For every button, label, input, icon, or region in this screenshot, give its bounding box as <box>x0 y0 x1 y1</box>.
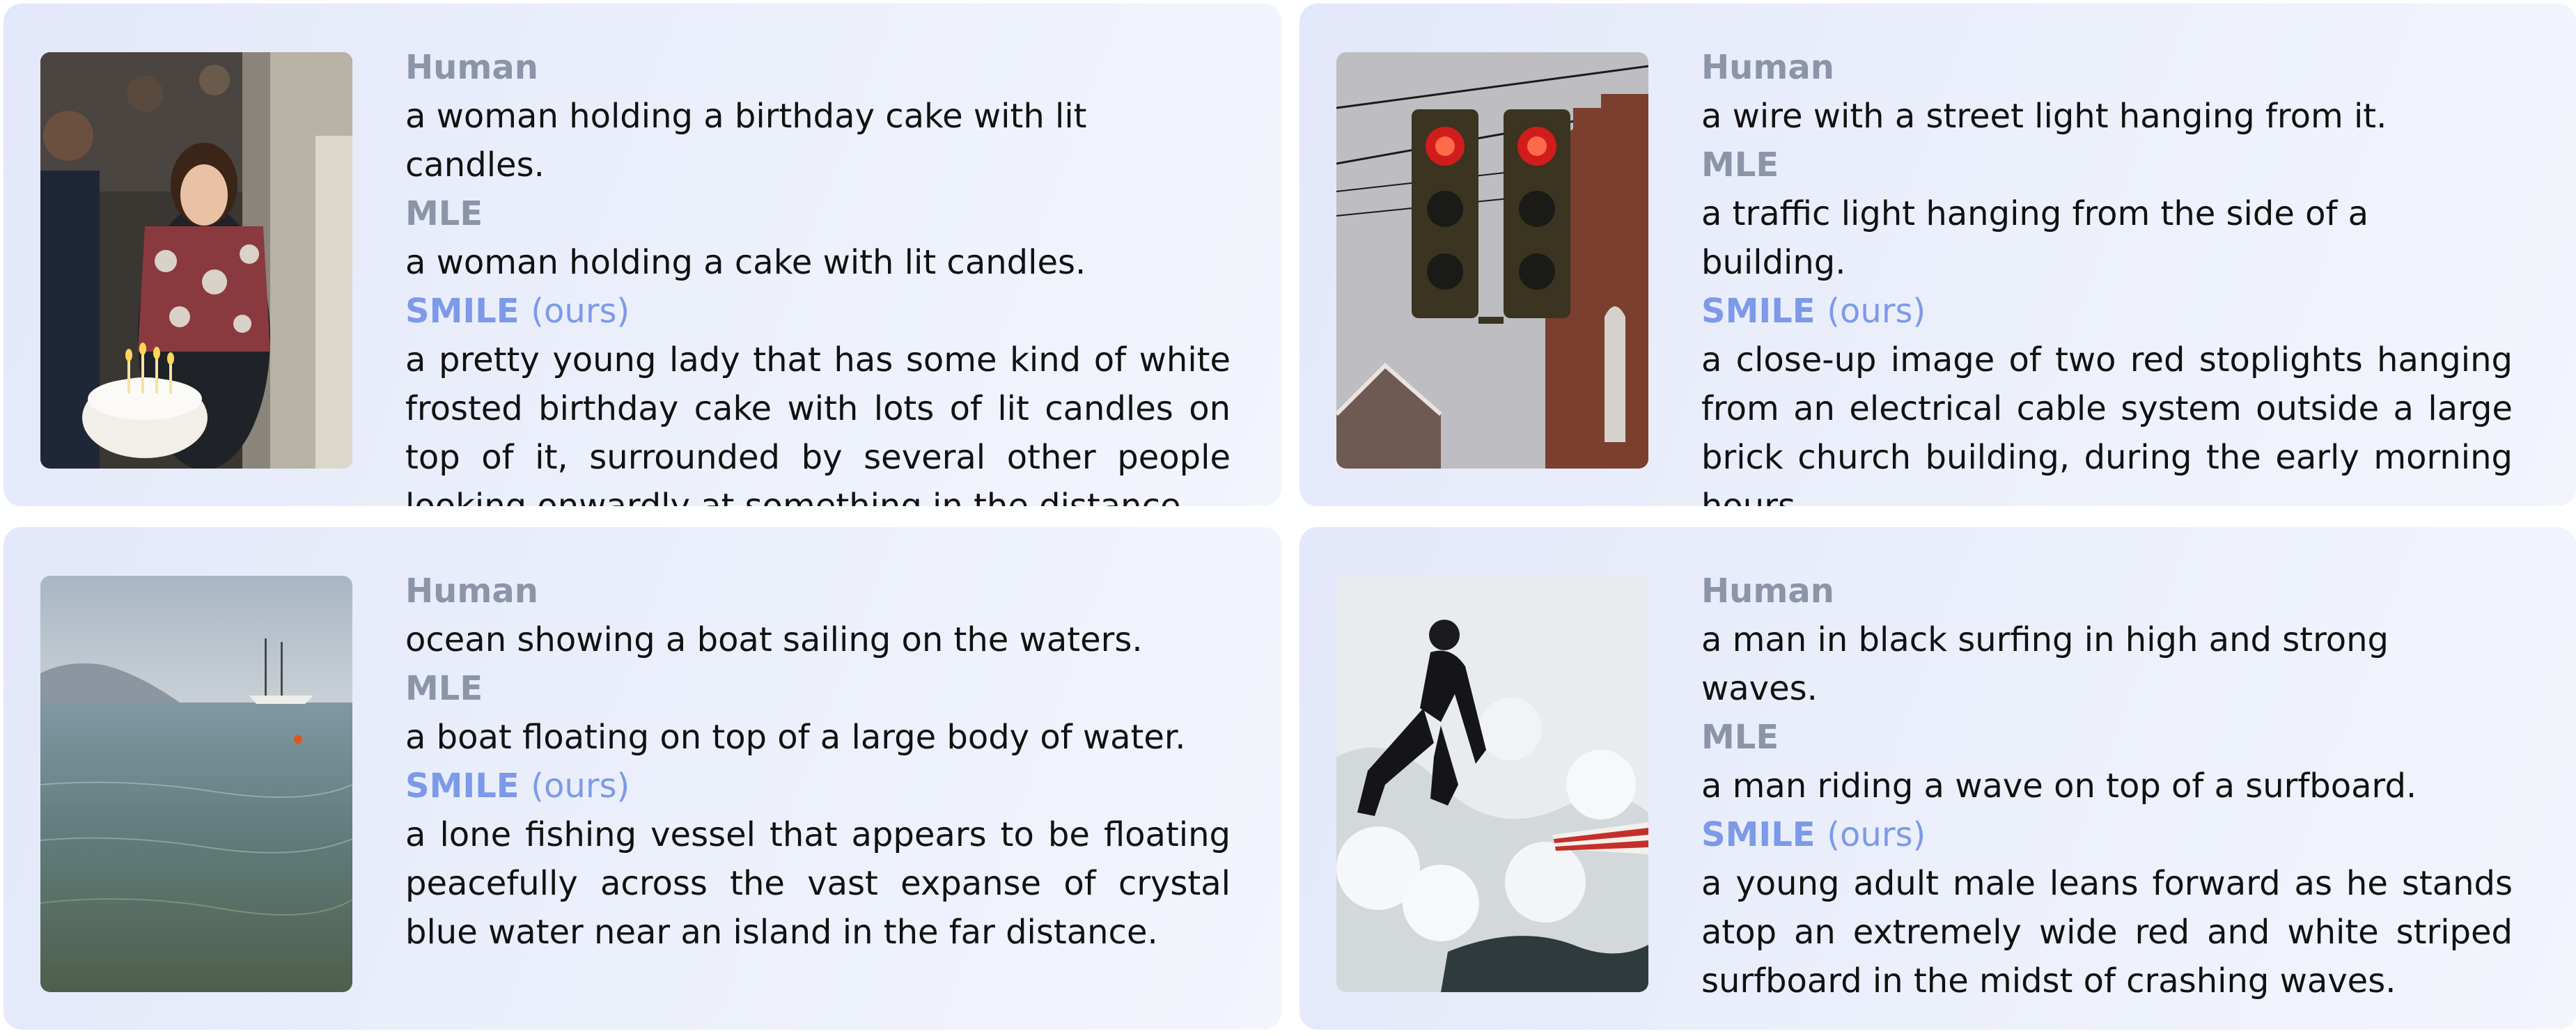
human-caption: a woman holding a birthday cake with lit… <box>405 97 1087 185</box>
captions: Human ocean showing a boat sailing on th… <box>405 567 1231 957</box>
surfer-photo <box>1336 576 1648 992</box>
smile-label-name: SMILE <box>405 292 520 331</box>
human-label: Human <box>1701 572 1834 611</box>
smile-caption: a pretty young lady that has some kind o… <box>405 340 1231 506</box>
smile-label: SMILE (ours) <box>405 762 1231 810</box>
example-card-birthday: Human a woman holding a birthday cake wi… <box>3 3 1281 506</box>
human-caption: ocean showing a boat sailing on the wate… <box>405 620 1143 659</box>
human-label: Human <box>405 572 538 611</box>
mle-label: MLE <box>1701 718 1779 757</box>
smile-label-name: SMILE <box>1701 815 1816 854</box>
ours-tag: (ours) <box>1827 292 1926 331</box>
ours-tag: (ours) <box>531 292 630 331</box>
smile-label-name: SMILE <box>405 767 520 806</box>
sailboat-on-water-photo <box>40 576 352 992</box>
example-card-surfer: Human a man in black surfing in high and… <box>1299 527 2576 1030</box>
smile-caption: a young adult male leans forward as he s… <box>1701 864 2513 1000</box>
mle-label: MLE <box>1701 146 1779 185</box>
human-label: Human <box>405 48 538 87</box>
mle-label: MLE <box>405 669 483 708</box>
example-card-traffic-light: Human a wire with a street light hanging… <box>1299 3 2576 506</box>
captions: Human a wire with a street light hanging… <box>1701 43 2513 506</box>
smile-label: SMILE (ours) <box>405 287 1231 336</box>
mle-caption: a man riding a wave on top of a surfboar… <box>1701 767 2417 806</box>
smile-label: SMILE (ours) <box>1701 810 2513 859</box>
captions: Human a man in black surfing in high and… <box>1701 567 2513 1005</box>
smile-caption: a lone fishing vessel that appears to be… <box>405 815 1231 952</box>
mle-label: MLE <box>405 194 483 233</box>
captions: Human a woman holding a birthday cake wi… <box>405 43 1231 506</box>
human-label: Human <box>1701 48 1834 87</box>
woman-holding-birthday-cake-photo <box>40 52 352 469</box>
mle-caption: a traffic light hanging from the side of… <box>1701 194 2369 282</box>
ours-tag: (ours) <box>1827 815 1926 854</box>
human-caption: a wire with a street light hanging from … <box>1701 97 2387 136</box>
traffic-lights-photo <box>1336 52 1648 469</box>
smile-label-name: SMILE <box>1701 292 1816 331</box>
mle-caption: a boat floating on top of a large body o… <box>405 718 1186 757</box>
mle-caption: a woman holding a cake with lit candles. <box>405 243 1086 282</box>
smile-label: SMILE (ours) <box>1701 287 2513 336</box>
ours-tag: (ours) <box>531 767 630 806</box>
smile-caption: a close-up image of two red stoplights h… <box>1701 340 2513 506</box>
example-card-sailboat: Human ocean showing a boat sailing on th… <box>3 527 1281 1030</box>
human-caption: a man in black surfing in high and stron… <box>1701 620 2389 708</box>
